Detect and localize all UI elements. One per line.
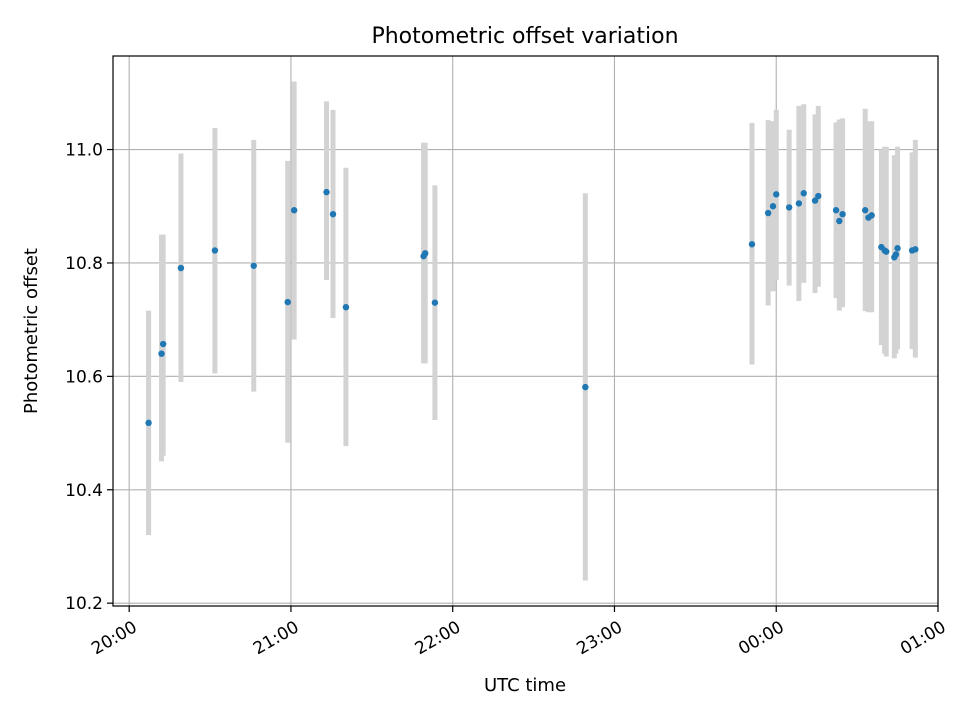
data-point — [894, 245, 901, 252]
data-point — [892, 251, 900, 258]
data-point — [764, 209, 772, 217]
data-point — [323, 188, 330, 196]
x-axis-label: UTC time — [484, 675, 566, 696]
y-tick-label: 10.2 — [65, 594, 103, 614]
data-point — [836, 217, 843, 225]
data-point — [250, 262, 257, 269]
y-tick-label: 10.6 — [65, 367, 103, 387]
data-point — [211, 247, 219, 254]
data-point — [795, 200, 803, 207]
data-point — [883, 248, 890, 255]
data-point — [862, 207, 869, 214]
plot-frame — [112, 55, 939, 607]
y-axis-ticks: 10.2 10.4 10.6 10.8 11.0 — [65, 141, 113, 614]
data-point — [158, 350, 165, 357]
data-point — [329, 210, 337, 218]
data-point — [912, 246, 919, 253]
data-point — [832, 207, 840, 214]
data-point — [785, 204, 793, 211]
chart-title: Photometric offset variation — [371, 24, 678, 49]
data-point — [177, 264, 185, 272]
y-tick-label: 10.8 — [65, 254, 103, 274]
data-point — [773, 191, 780, 198]
data-point — [145, 419, 152, 427]
data-point — [748, 241, 756, 248]
data-point — [431, 299, 439, 306]
data-point — [811, 197, 819, 204]
data-point — [769, 203, 777, 210]
data-point — [342, 303, 350, 311]
y-axis-label: Photometric offset — [21, 248, 42, 414]
data-point — [284, 298, 291, 306]
y-tick-label: 10.4 — [65, 481, 103, 501]
data-point — [290, 207, 298, 214]
data-point — [868, 212, 875, 219]
data-point — [800, 190, 807, 197]
data-point — [422, 250, 429, 257]
data-points — [145, 188, 919, 427]
data-point — [839, 210, 846, 218]
data-point — [159, 340, 167, 348]
y-tick-label: 11.0 — [65, 141, 103, 161]
data-point — [582, 383, 589, 391]
data-point — [815, 192, 822, 200]
